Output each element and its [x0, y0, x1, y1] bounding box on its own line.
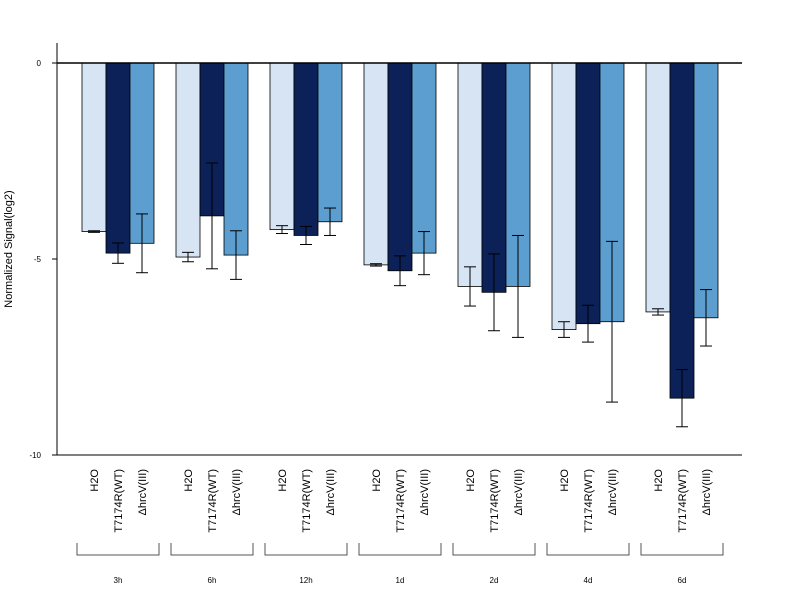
x-tick-label: ΔhrcV(III)	[419, 469, 431, 515]
error-bar	[582, 304, 594, 343]
bar-12h-ΔhrcV(III)	[317, 62, 343, 223]
error-bar	[606, 240, 618, 403]
bar-4d-H2O	[551, 62, 577, 330]
bar-1d-ΔhrcV(III)	[411, 62, 437, 254]
x-tick-label: T7174R(WT)	[395, 469, 407, 533]
x-tick-label: T7174R(WT)	[207, 469, 219, 533]
group-bracket-6d: 6d	[640, 543, 724, 585]
x-axis-labels: H2O T7174R(WT) ΔhrcV(III) H2O T7174R(WT) Δhrc…	[89, 469, 713, 533]
group-label: 2d	[490, 576, 499, 585]
group-bracket-4d: 4d	[546, 543, 630, 585]
bar-1d-H2O	[363, 62, 389, 266]
y-axis: 0 -5 -10	[29, 43, 58, 460]
bar-6h-ΔhrcV(III)	[223, 62, 249, 256]
x-tick-label: T7174R(WT)	[301, 469, 313, 533]
x-tick-label: H2O	[559, 469, 571, 492]
error-bars-layer	[88, 162, 712, 428]
bar-3h-H2O	[81, 62, 107, 232]
x-tick-label: H2O	[465, 469, 477, 492]
group-label: 3h	[114, 576, 123, 585]
group-bracket-1d: 1d	[358, 543, 442, 585]
error-bar	[464, 266, 476, 307]
bar-12h-H2O	[269, 62, 295, 231]
group-label: 6h	[208, 576, 217, 585]
x-tick-label: H2O	[183, 469, 195, 492]
y-axis-label: Normalized Signal(log2)	[3, 190, 15, 307]
bar-1d-T7174R(WT)	[387, 62, 413, 272]
y-tick-label: -5	[34, 255, 42, 264]
error-bar	[230, 230, 242, 280]
group-bracket-12h: 12h	[264, 543, 348, 585]
x-tick-label: T7174R(WT)	[489, 469, 501, 533]
x-tick-label: T7174R(WT)	[583, 469, 595, 533]
bar-6d-H2O	[645, 62, 671, 313]
x-tick-label: ΔhrcV(III)	[325, 469, 337, 515]
group-label: 6d	[678, 576, 687, 585]
error-bar	[512, 234, 524, 338]
error-bar	[300, 225, 312, 245]
error-bar	[488, 253, 500, 332]
bar-6d-ΔhrcV(III)	[693, 62, 719, 319]
error-bar	[88, 230, 100, 233]
error-bar	[558, 321, 570, 338]
group-label: 4d	[584, 576, 593, 585]
error-bar	[676, 369, 688, 428]
bar-4d-T7174R(WT)	[575, 62, 601, 325]
x-tick-label: ΔhrcV(III)	[231, 469, 243, 515]
group-label: 1d	[396, 576, 405, 585]
bar-2d-H2O	[457, 62, 483, 287]
error-bar	[324, 207, 336, 236]
x-tick-label: H2O	[371, 469, 383, 492]
bars-layer	[81, 62, 719, 399]
x-tick-label: H2O	[89, 469, 101, 492]
group-bracket-2d: 2d	[452, 543, 536, 585]
error-bar	[206, 162, 218, 270]
x-tick-label: ΔhrcV(III)	[513, 469, 525, 515]
x-tick-label: H2O	[277, 469, 289, 492]
error-bar	[394, 255, 406, 287]
bar-3h-T7174R(WT)	[105, 62, 131, 254]
error-bar	[182, 251, 194, 263]
bar-6d-T7174R(WT)	[669, 62, 695, 399]
group-bracket-6h: 6h	[170, 543, 254, 585]
x-tick-label: T7174R(WT)	[677, 469, 689, 533]
error-bar	[700, 289, 712, 347]
x-tick-label: ΔhrcV(III)	[701, 469, 713, 515]
x-tick-label: ΔhrcV(III)	[607, 469, 619, 515]
group-label: 12h	[299, 576, 312, 585]
group-bracket-3h: 3h	[76, 543, 160, 585]
error-bar	[418, 231, 430, 276]
error-bar	[136, 213, 148, 274]
y-tick-label: -10	[29, 451, 41, 460]
bar-3h-ΔhrcV(III)	[129, 62, 155, 244]
x-tick-label: H2O	[653, 469, 665, 492]
group-brackets: 3h 6h 12h 1d 2d 4d 6d	[76, 543, 724, 585]
error-bar	[276, 225, 288, 235]
error-bar	[652, 308, 664, 316]
bar-6h-H2O	[175, 62, 201, 258]
error-bar	[112, 242, 124, 264]
x-tick-label: ΔhrcV(III)	[137, 469, 149, 515]
error-bar	[370, 263, 382, 267]
x-tick-label: T7174R(WT)	[113, 469, 125, 533]
bar-12h-T7174R(WT)	[293, 62, 319, 236]
y-tick-label: 0	[37, 59, 42, 68]
